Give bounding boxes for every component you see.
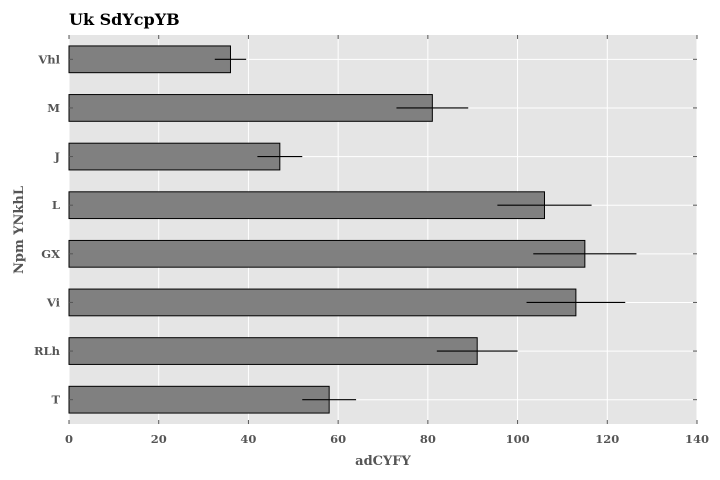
y-tick-label: RLh — [34, 344, 61, 358]
x-tick-label: 20 — [151, 432, 167, 446]
x-tick-label: 100 — [506, 432, 530, 446]
x-tick-label: 140 — [685, 432, 709, 446]
y-tick-label: L — [52, 198, 60, 212]
x-tick-label: 120 — [595, 432, 619, 446]
y-tick-label: Vhl — [37, 52, 60, 66]
bars — [68, 45, 586, 414]
y-tick-label: T — [51, 393, 60, 407]
y-axis-ticks: T RLh Vi GX L J M Vhl — [34, 52, 697, 407]
bar-L — [68, 191, 545, 220]
x-tick-label: 40 — [240, 432, 256, 446]
error-bars — [214, 58, 637, 401]
bar-Vi — [68, 288, 577, 317]
y-tick-label: Vi — [46, 295, 61, 309]
x-tick-label: 0 — [65, 432, 73, 446]
x-axis-label: adCYFY — [355, 454, 411, 469]
bar-GX — [68, 239, 586, 268]
bar-T — [68, 385, 330, 414]
plot-area — [69, 35, 697, 424]
y-axis-label: Npm YNkhL — [12, 186, 27, 274]
bar-J — [68, 142, 281, 171]
bar-Vhl — [68, 45, 231, 74]
y-tick-label: M — [47, 101, 60, 115]
x-tick-label: 80 — [420, 432, 436, 446]
bar-M — [68, 94, 433, 122]
chart-title: Uk SdYcpYB — [69, 10, 180, 29]
bar-RLh — [68, 337, 478, 365]
y-tick-label: GX — [41, 247, 60, 261]
x-axis-ticks: 0 20 40 60 80 100 120 140 — [65, 35, 709, 446]
y-tick-label: J — [54, 150, 60, 164]
x-tick-label: 60 — [330, 432, 346, 446]
